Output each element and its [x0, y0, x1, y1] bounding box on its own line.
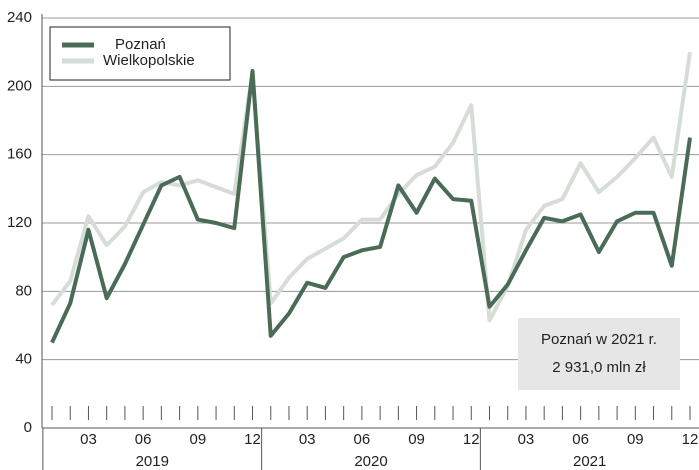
- legend-label: Poznań: [115, 36, 166, 53]
- x-tick-label: 06: [572, 431, 589, 448]
- y-tick-label: 0: [24, 419, 32, 436]
- x-tick-label: 03: [299, 431, 316, 448]
- x-tick-label: 12: [463, 431, 480, 448]
- x-tick-label: 06: [354, 431, 371, 448]
- annotation-line: Poznań w 2021 r.: [541, 331, 657, 348]
- series-line: [50, 51, 692, 323]
- annotation-line: 2 931,0 mln zł: [552, 359, 646, 376]
- x-tick-label: 09: [408, 431, 425, 448]
- x-tick-label: 09: [189, 431, 206, 448]
- x-tick-label: 09: [627, 431, 644, 448]
- x-tick-label: 03: [518, 431, 535, 448]
- year-label: 2019: [136, 453, 169, 470]
- year-label: 2021: [573, 453, 606, 470]
- x-tick-label: 03: [80, 431, 97, 448]
- series-line: [50, 68, 692, 344]
- y-tick-label: 200: [7, 77, 32, 94]
- x-tick-label: 12: [682, 431, 699, 448]
- x-tick-label: 12: [244, 431, 261, 448]
- annotation-box: [518, 318, 680, 390]
- y-tick-label: 120: [7, 214, 32, 231]
- legend-label: Wielkopolskie: [103, 52, 195, 69]
- x-tick-label: 06: [135, 431, 152, 448]
- year-label: 2020: [354, 453, 387, 470]
- y-tick-label: 80: [15, 282, 32, 299]
- legend-box: [49, 26, 231, 81]
- y-tick-label: 240: [7, 9, 32, 26]
- y-tick-label: 40: [15, 351, 32, 368]
- y-tick-label: 160: [7, 146, 32, 163]
